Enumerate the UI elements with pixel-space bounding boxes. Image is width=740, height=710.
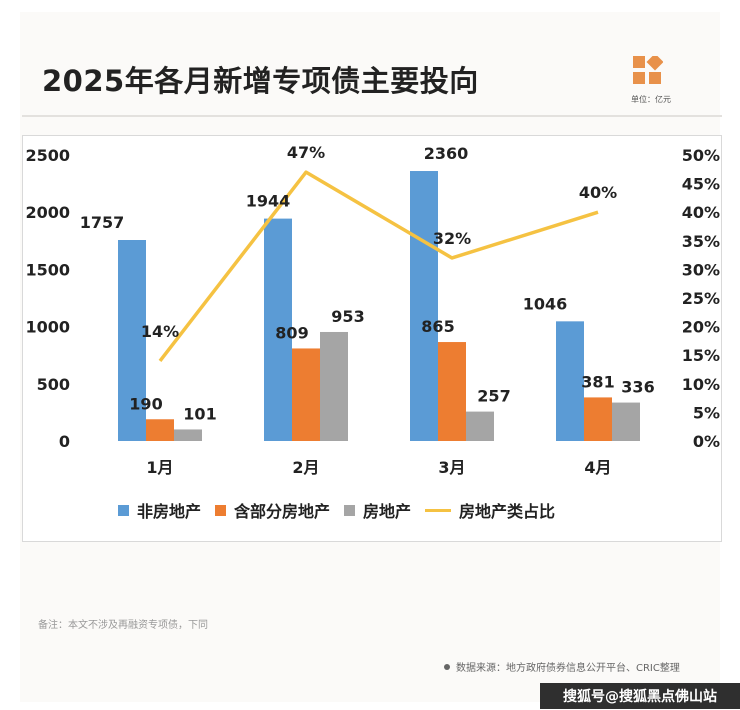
y2-tick-label: 20% [682, 318, 720, 337]
x-tick-label: 3月 [438, 458, 465, 477]
y2-tick-label: 45% [682, 175, 720, 194]
y-tick-label: 500 [37, 375, 70, 394]
bar-value-label: 1046 [523, 294, 568, 313]
legend-item-real-estate: 房地产 [344, 498, 411, 522]
legend-label: 非房地产 [137, 502, 202, 521]
page-title: 2025年各月新增专项债主要投向 [42, 64, 479, 98]
ratio-value-label: 32% [433, 229, 471, 248]
bar [118, 239, 146, 441]
bar [438, 342, 466, 441]
legend-swatch [118, 504, 129, 516]
x-tick-label: 2月 [292, 458, 319, 477]
x-tick-label: 1月 [146, 458, 173, 477]
bar [612, 402, 640, 441]
bar [556, 321, 584, 441]
y-tick-label: 2500 [25, 146, 70, 165]
y2-tick-label: 0% [693, 432, 720, 451]
bar-value-label: 953 [331, 307, 364, 326]
legend-label: 含部分房地产 [234, 502, 331, 521]
legend-swatch [215, 504, 227, 516]
bar-value-label: 101 [183, 404, 216, 423]
bar [146, 419, 174, 441]
unit-label: 单位：亿元 [631, 95, 671, 104]
bar [292, 348, 320, 441]
y-tick-label: 2000 [25, 203, 70, 222]
legend-item-ratio: 房地产类占比 [425, 498, 555, 522]
y-axis-left: 0 500 1000 1500 2000 2500 [25, 146, 70, 451]
y2-tick-label: 50% [682, 146, 720, 165]
y-tick-label: 1000 [25, 318, 70, 337]
y2-tick-label: 5% [693, 403, 720, 422]
legend-swatch [344, 504, 356, 516]
legend-label: 房地产类占比 [459, 502, 556, 521]
bar [410, 171, 438, 442]
data-source: 数据来源：地方政府债券信息公开平台、CRIC整理 [444, 659, 680, 674]
x-tick-label: 4月 [584, 458, 611, 477]
y2-tick-label: 35% [682, 232, 720, 251]
bar-value-label: 257 [477, 387, 510, 406]
bar-value-label: 1757 [80, 213, 125, 232]
bullet-icon [444, 663, 450, 670]
y2-tick-label: 30% [682, 260, 720, 279]
legend-line-swatch [425, 508, 452, 512]
legend-label: 房地产 [363, 502, 412, 521]
legend-item-partial-real-estate: 含部分房地产 [215, 498, 330, 522]
ratio-value-label: 14% [141, 322, 179, 341]
footnote: 备注：本文不涉及再融资专项债，下同 [38, 620, 208, 631]
bar-value-label: 2360 [424, 144, 469, 163]
ratio-value-label: 40% [579, 183, 617, 202]
bar-value-label: 865 [421, 317, 454, 336]
legend-item-non-real-estate: 非房地产 [118, 498, 201, 522]
bar-value-label: 809 [275, 323, 308, 342]
bar-series [118, 171, 640, 442]
data-labels: 1757 1944 2360 1046 190 809 865 381 101 953 257 336… [80, 143, 655, 423]
y2-tick-label: 25% [682, 289, 720, 308]
brand-logo-icon [633, 56, 663, 84]
chart-legend: 非房地产 含部分房地产 房地产 房地产类占比 [118, 498, 569, 522]
title-divider [22, 115, 722, 117]
ratio-line-series [158, 170, 599, 362]
y-axis-right: 0% 5% 10% 15% 20% 25% 30% 35% 40% 45% 50% [682, 146, 720, 451]
bar-value-label: 381 [581, 372, 614, 391]
bar-value-label: 1944 [246, 192, 291, 211]
bar [174, 429, 202, 441]
bar [320, 331, 348, 441]
watermark: 搜狐号@搜狐黑点佛山站 [540, 683, 740, 709]
ratio-value-label: 47% [287, 143, 325, 162]
y2-tick-label: 10% [682, 375, 720, 394]
y2-tick-label: 15% [682, 346, 720, 365]
bar-value-label: 336 [621, 378, 654, 397]
bar [466, 411, 494, 441]
bar [584, 397, 612, 441]
x-axis: 1月 2月 3月 4月 [146, 458, 611, 477]
data-source-text: 数据来源：地方政府债券信息公开平台、CRIC整理 [456, 663, 680, 674]
y-tick-label: 0 [59, 432, 70, 451]
ratio-line [158, 170, 599, 362]
y-tick-label: 1500 [25, 260, 70, 279]
y2-tick-label: 40% [682, 203, 720, 222]
bar [264, 218, 292, 441]
bar-value-label: 190 [129, 394, 162, 413]
